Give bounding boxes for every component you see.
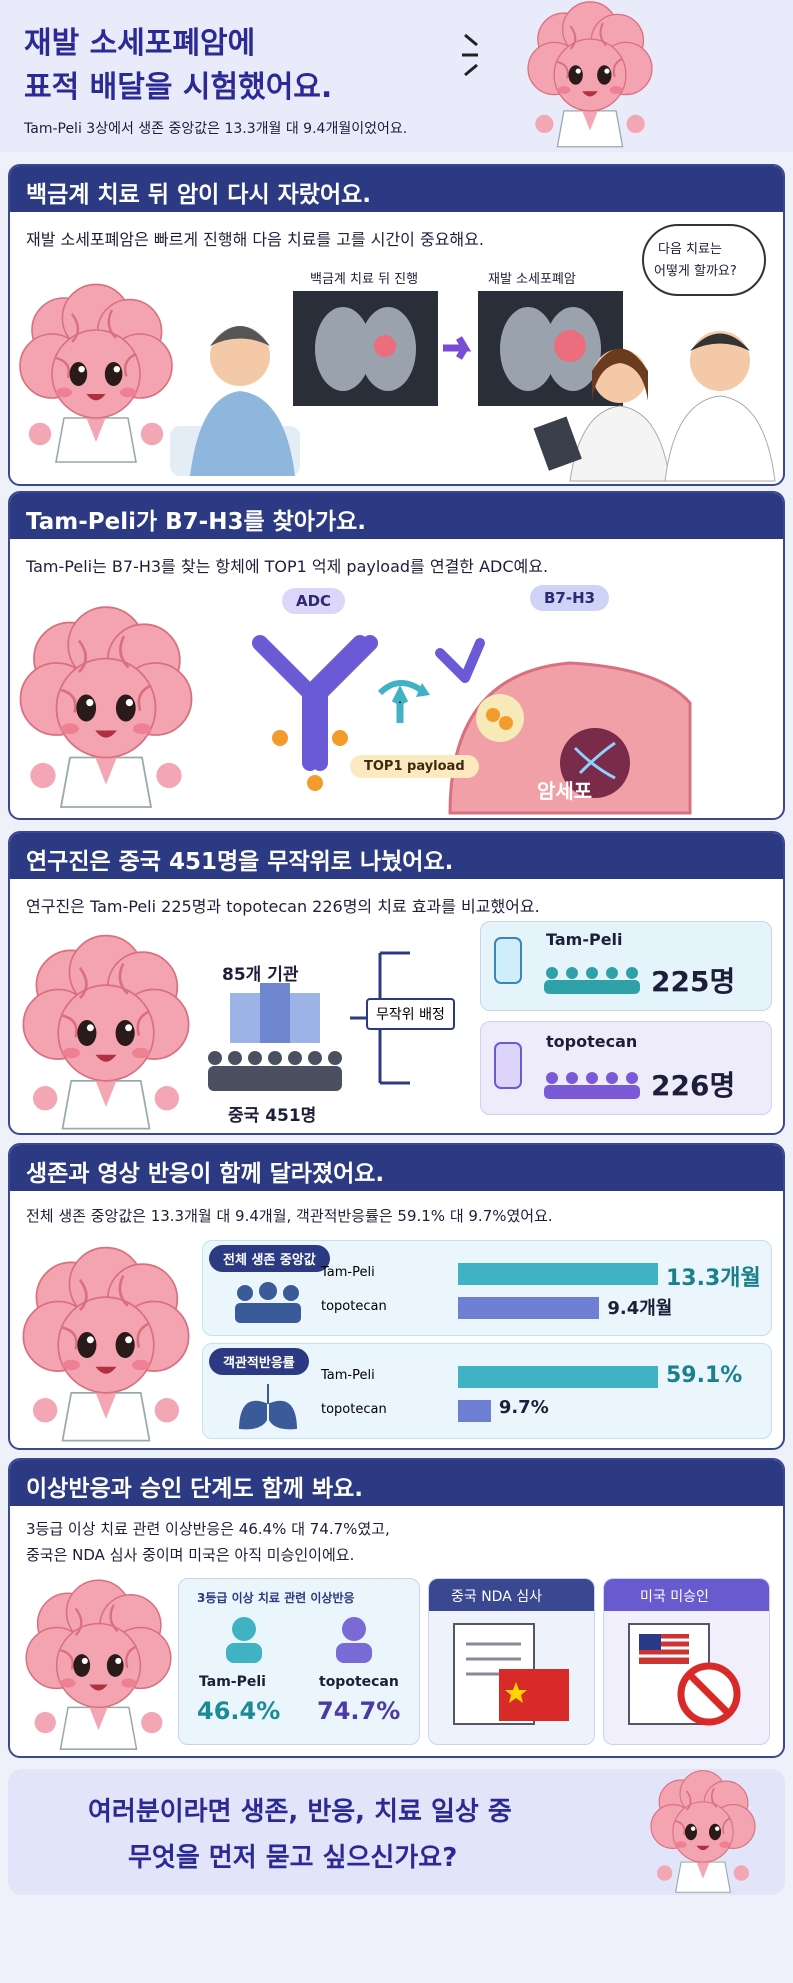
- value-label: 9.4개월: [607, 1298, 673, 1319]
- bar-category: Tam-Peli: [321, 1265, 375, 1280]
- ae-arm: Tam-Peli: [199, 1674, 266, 1690]
- ae-arm: topotecan: [319, 1674, 399, 1690]
- card-header: [604, 1579, 769, 1611]
- section: 이상반응과 승인 단계도 함께 봐요. 3등급 이상 치료 관련 이상반응은 4…: [8, 1458, 785, 1758]
- section-text: Tam-Peli는 B7-H3를 찾는 항체에 TOP1 억제 payload를…: [26, 557, 549, 576]
- section-header: Tam-Peli가 B7-H3를 찾아가요.: [10, 493, 783, 539]
- arm-card: Tam-Peli 225명: [480, 921, 772, 1011]
- ae-panel: 3등급 이상 치료 관련 이상반응 Tam-Peli topotecan 46.…: [178, 1578, 420, 1745]
- value-label: 9.7%: [498, 1397, 549, 1418]
- section-header: 생존과 영상 반응이 함께 달라졌어요.: [10, 1145, 783, 1191]
- status-card: 미국 미승인: [603, 1578, 770, 1745]
- section-heading: 생존과 영상 반응이 함께 달라졌어요.: [26, 1161, 385, 1187]
- mascot: [649, 1769, 757, 1894]
- people-icon: [235, 1282, 301, 1323]
- bar-category: Tam-Peli: [321, 1368, 375, 1383]
- bar: [458, 1263, 658, 1285]
- section-text: 전체 생존 중앙값은 13.3개월 대 9.4개월, 객관적반응률은 59.1%…: [26, 1207, 553, 1225]
- section-header: 이상반응과 승인 단계도 함께 봐요.: [10, 1460, 783, 1506]
- result-panel: 객관적반응률 Tam-Peli 59.1% topotecan 9.7%: [202, 1343, 772, 1439]
- section-text: 중국은 NDA 심사 중이며 미국은 아직 미승인이에요.: [26, 1546, 355, 1564]
- footer-line: 무엇을 먼저 묻고 싶으신가요?: [128, 1843, 458, 1873]
- bar: [458, 1400, 491, 1422]
- footer: 여러분이라면 생존, 반응, 치료 일상 중 무엇을 먼저 묻고 싶으신가요?: [8, 1769, 785, 1895]
- section: 생존과 영상 반응이 함께 달라졌어요. 전체 생존 중앙값은 13.3개월 대…: [8, 1143, 785, 1450]
- label-pill: TOP1 payload: [350, 755, 479, 778]
- mascot: [22, 934, 190, 1131]
- patient: [170, 326, 300, 476]
- sparkle: [462, 33, 478, 77]
- card-title: 중국 NDA 심사: [451, 1589, 543, 1605]
- result-panel: 전체 생존 중앙값 Tam-Peli 13.3개월 topotecan 9.4개월: [202, 1240, 772, 1336]
- china-doc: [453, 1623, 569, 1725]
- ae-label: 3등급 이상 치료 관련 이상반응: [197, 1591, 355, 1605]
- ae-value: 74.7%: [317, 1697, 401, 1725]
- doctors: [533, 331, 776, 482]
- arm-icons: [494, 937, 640, 1099]
- cell-label: 암세포: [537, 779, 593, 803]
- section: 연구진은 중국 451명을 무작위로 나눴어요. 연구진은 Tam-Peli 2…: [8, 831, 785, 1135]
- section-heading: Tam-Peli가 B7-H3를 찾아가요.: [26, 509, 367, 535]
- ae-icons: [226, 1617, 372, 1663]
- status-card: 중국 NDA 심사: [428, 1578, 595, 1745]
- section-header: 백금계 치료 뒤 암이 다시 자랐어요.: [10, 166, 783, 212]
- card-header: [429, 1579, 594, 1611]
- bar: [458, 1366, 658, 1388]
- mascot: [19, 605, 193, 809]
- scan-label: 백금계 치료 뒤 진행: [310, 272, 419, 287]
- section-header: 연구진은 중국 451명을 무작위로 나눴어요.: [10, 833, 783, 879]
- bubble-text: 어떻게 할까요?: [654, 264, 737, 279]
- mascot: [526, 0, 654, 149]
- arm-count: 226명: [651, 1069, 736, 1102]
- arm-card: topotecan 226명: [480, 1021, 772, 1115]
- total-label: 중국 451명: [228, 1106, 317, 1126]
- section: Tam-Peli가 B7-H3를 찾아가요. Tam-Peli는 B7-H3를 …: [8, 491, 785, 820]
- ct-scans: [293, 291, 623, 406]
- hospital-crowd: [208, 983, 342, 1091]
- header: 재발 소세포폐암에 표적 배달을 시험했어요. Tam-Peli 3상에서 생존…: [0, 0, 793, 152]
- bar-category: topotecan: [321, 1402, 387, 1417]
- us-doc: [628, 1623, 741, 1726]
- label-pill: ADC: [282, 588, 346, 614]
- bar-category: topotecan: [321, 1299, 387, 1314]
- mascot: [18, 283, 174, 464]
- arm-name: topotecan: [546, 1032, 638, 1051]
- mascot: [24, 1579, 173, 1751]
- mascot: [22, 1246, 190, 1443]
- section-text: 3등급 이상 치료 관련 이상반응은 46.4% 대 74.7%였고,: [26, 1520, 390, 1538]
- arm-name: Tam-Peli: [546, 930, 623, 949]
- title-line: 재발 소세포폐암에: [24, 26, 256, 61]
- arm-count: 225명: [651, 965, 736, 998]
- section-heading: 연구진은 중국 451명을 무작위로 나눴어요.: [26, 849, 454, 875]
- sites-label: 85개 기관: [222, 965, 299, 985]
- subtitle: Tam-Peli 3상에서 생존 중앙값은 13.3개월 대 9.4개월이었어요…: [24, 121, 408, 137]
- ae-value: 46.4%: [197, 1697, 281, 1725]
- value-label: 59.1%: [666, 1363, 743, 1388]
- lungs-icon: [238, 1384, 298, 1430]
- value-label: 13.3개월: [666, 1266, 761, 1291]
- section-text: 재발 소세포폐암은 빠르게 진행해 다음 치료를 고를 시간이 중요해요.: [26, 230, 484, 249]
- bar: [458, 1297, 600, 1319]
- randomize-box: 무작위 배정: [366, 998, 455, 1030]
- label-pill: B7-H3: [530, 585, 610, 611]
- panel-label: 객관적반응률: [209, 1348, 309, 1375]
- section: 백금계 치료 뒤 암이 다시 자랐어요. 재발 소세포폐암은 빠르게 진행해 다…: [8, 164, 785, 486]
- card-title: 미국 미승인: [640, 1589, 709, 1605]
- adc-diagram: [252, 635, 692, 815]
- scan-label: 재발 소세포폐암: [488, 272, 576, 287]
- speech-bubble: 다음 치료는 어떻게 할까요?: [642, 224, 766, 296]
- footer-line: 여러분이라면 생존, 반응, 치료 일상 중: [88, 1797, 512, 1827]
- section-heading: 백금계 치료 뒤 암이 다시 자랐어요.: [26, 182, 372, 208]
- section-text: 연구진은 Tam-Peli 225명과 topotecan 226명의 치료 효…: [26, 897, 540, 916]
- section-heading: 이상반응과 승인 단계도 함께 봐요.: [26, 1476, 364, 1502]
- bubble-text: 다음 치료는: [658, 242, 722, 257]
- title-line: 표적 배달을 시험했어요.: [24, 70, 333, 105]
- panel-label: 전체 생존 중앙값: [209, 1245, 330, 1272]
